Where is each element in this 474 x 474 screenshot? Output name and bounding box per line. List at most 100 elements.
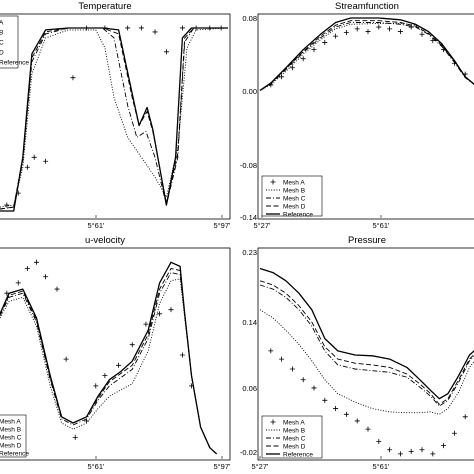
temperature-legend-label: B — [0, 29, 3, 36]
temperature-marker-a — [43, 158, 49, 164]
streamfunction-legend-box — [261, 175, 323, 217]
temperature-marker-a — [218, 25, 224, 31]
streamfunction-panel: Streamfunction 5°27' 5°61' 0.08 0.00 -0.08 -0… — [240, 1, 474, 230]
temperature-series-reference — [0, 27, 228, 212]
temperature-series-d — [0, 27, 228, 210]
streamfunction-series-mesh-c — [259, 22, 474, 91]
streamfunction-marker-mesh-a — [289, 65, 295, 71]
pressure-marker-mesh-a — [376, 439, 382, 445]
pressure-legend-label: Mesh B — [283, 427, 305, 434]
temperature-marker-a — [31, 154, 37, 160]
u-velocity-marker-mesh-a — [168, 307, 174, 313]
u-velocity-marker-mesh-a — [24, 265, 30, 271]
streamfunction-marker-mesh-a — [354, 26, 360, 32]
pressure-marker-mesh-a — [419, 447, 425, 453]
pressure-marker-mesh-a — [300, 377, 306, 383]
pressure-panel: Pressure 5°27' 5°61' 0.23 0.14 0.06 -0.02 Mes… — [240, 235, 474, 471]
pressure-marker-mesh-a — [387, 447, 393, 453]
pressure-marker-mesh-a — [333, 406, 339, 412]
streamfunction-series-group — [259, 17, 474, 91]
u-velocity-series-reference — [0, 261, 218, 455]
pressure-legend-label: Mesh D — [283, 443, 306, 450]
streamfunction-marker-mesh-a — [451, 60, 457, 66]
temperature-series-c — [0, 27, 228, 210]
u-velocity-legend-label: Mesh D — [0, 442, 22, 449]
pressure-series-mesh-d — [259, 280, 474, 405]
streamfunction-marker-mesh-a — [462, 71, 468, 77]
u-velocity-series-mesh-c — [0, 272, 217, 455]
streamfunction-frame — [257, 13, 474, 220]
streamfunction-legend-label: Mesh B — [283, 187, 305, 194]
u-velocity-legend-box — [0, 414, 27, 458]
u-velocity-marker-mesh-a — [179, 352, 185, 358]
temperature-xtick-label: 5°61' — [88, 221, 106, 230]
temperature-marker-a — [24, 164, 30, 170]
streamfunction-marker-mesh-a — [268, 82, 274, 88]
pressure-marker-mesh-a — [268, 348, 274, 354]
streamfunction-xtick-label: 5°27' — [254, 221, 272, 230]
streamfunction-series-mesh-d — [259, 20, 474, 91]
temperature-ticks-group: 5°61' 5°97' — [88, 215, 232, 230]
temperature-marker-a — [138, 25, 144, 31]
temperature-marker-a — [163, 49, 169, 55]
pressure-ytick-label: 0.06 — [242, 384, 257, 393]
temperature-xtick-label: 5°97' — [214, 221, 232, 230]
streamfunction-ytick-label: -0.14 — [240, 213, 257, 222]
u-velocity-series-group — [0, 259, 218, 455]
u-velocity-marker-mesh-a — [43, 274, 49, 280]
streamfunction-marker-mesh-a — [387, 26, 393, 32]
pressure-marker-mesh-a — [322, 397, 328, 403]
temperature-marker-a — [15, 190, 21, 196]
u-velocity-series-mesh-a — [4, 259, 195, 440]
u-velocity-frame — [0, 247, 231, 461]
streamfunction-marker-mesh-a — [376, 24, 382, 30]
pressure-series-group — [259, 267, 474, 457]
u-velocity-legend-label: Mesh A — [0, 418, 21, 425]
temperature-legend-label: D — [0, 49, 4, 56]
temperature-marker-a — [84, 25, 90, 31]
temperature-frame — [0, 13, 231, 220]
u-velocity-series-mesh-b — [0, 278, 217, 455]
pressure-frame — [257, 247, 474, 461]
u-velocity-legend-label: Mesh C — [0, 434, 22, 441]
pressure-marker-mesh-a — [441, 443, 447, 449]
pressure-ytick-label: -0.02 — [240, 448, 257, 457]
temperature-marker-a — [125, 25, 131, 31]
pressure-legend-label: Reference — [283, 451, 313, 458]
pressure-series-mesh-c — [259, 284, 474, 407]
streamfunction-marker-mesh-a — [333, 33, 339, 39]
temperature-marker-a — [207, 25, 213, 31]
streamfunction-legend-label: Reference — [283, 211, 313, 218]
u-velocity-marker-mesh-a — [129, 342, 135, 348]
pressure-ticks-group: 5°27' 5°61' 0.23 0.14 0.06 -0.02 — [240, 248, 390, 471]
pressure-marker-mesh-a — [279, 356, 285, 362]
streamfunction-marker-mesh-a — [397, 29, 403, 35]
temperature-legend-box — [0, 15, 19, 69]
pressure-title: Pressure — [348, 235, 386, 246]
streamfunction-xtick-label: 5°61' — [373, 221, 391, 230]
streamfunction-marker-mesh-a — [300, 56, 306, 62]
u-velocity-title: u-velocity — [85, 235, 125, 246]
u-velocity-marker-mesh-a — [72, 434, 78, 440]
temperature-marker-a — [4, 202, 10, 208]
u-velocity-marker-mesh-a — [189, 383, 195, 389]
u-velocity-marker-mesh-a — [93, 383, 99, 389]
u-velocity-ticks-group: 5°61' 5°97' — [88, 456, 231, 471]
pressure-marker-mesh-a — [462, 414, 468, 420]
pressure-marker-mesh-a — [430, 451, 436, 457]
streamfunction-series-reference — [259, 17, 474, 91]
streamfunction-marker-mesh-a — [322, 39, 328, 45]
temperature-marker-a — [102, 25, 108, 31]
streamfunction-title: Streamfunction — [335, 1, 399, 12]
streamfunction-marker-mesh-a — [365, 29, 371, 35]
pressure-marker-mesh-a — [365, 426, 371, 432]
pressure-legend-box — [261, 415, 323, 459]
pressure-series-mesh-b — [259, 309, 474, 415]
streamfunction-marker-mesh-a — [343, 29, 349, 35]
temperature-legend-label: C — [0, 39, 4, 46]
u-velocity-series-mesh-d — [0, 268, 217, 455]
pressure-series-mesh-a — [268, 348, 468, 457]
